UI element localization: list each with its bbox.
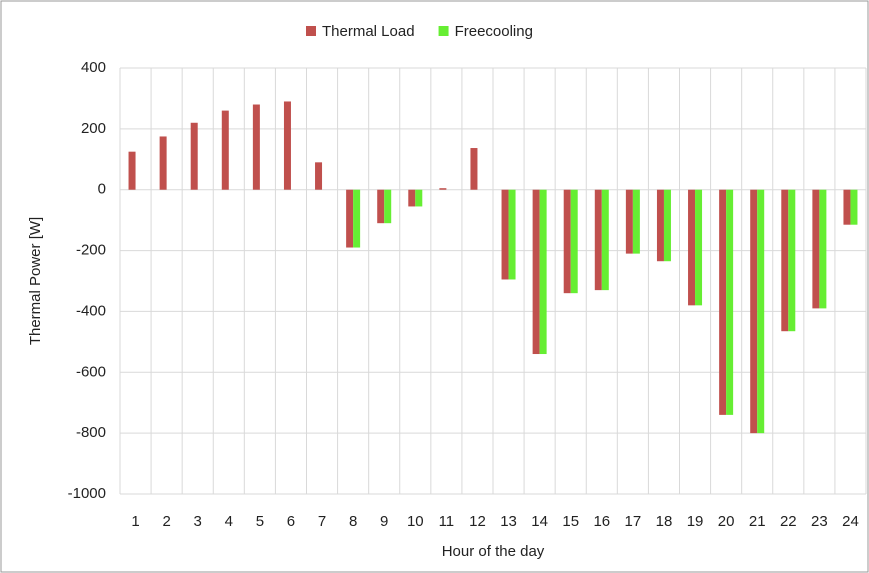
legend-label: Thermal Load: [322, 23, 415, 40]
x-tick-label: 2: [162, 513, 170, 530]
bar: [663, 189, 671, 262]
x-tick-label: 10: [407, 513, 424, 530]
bar: [719, 189, 727, 415]
bar: [315, 162, 323, 190]
y-tick-label: 200: [81, 120, 106, 137]
bar: [408, 189, 416, 207]
bar: [570, 189, 578, 294]
bar: [439, 188, 447, 190]
x-tick-label: 20: [718, 513, 735, 530]
bar: [539, 189, 547, 355]
x-tick-label: 18: [656, 513, 673, 530]
bar: [726, 189, 734, 415]
bar: [563, 189, 571, 294]
y-tick-label: -400: [76, 302, 106, 319]
bar: [384, 189, 392, 224]
bar: [346, 189, 354, 248]
legend-label: Freecooling: [455, 23, 533, 40]
bar: [283, 101, 291, 190]
x-tick-label: 7: [318, 513, 326, 530]
bar: [601, 189, 609, 291]
bar: [688, 189, 696, 306]
bar: [850, 189, 858, 225]
y-tick-label: 0: [98, 181, 106, 198]
y-tick-label: 400: [81, 59, 106, 76]
x-tick-label: 13: [500, 513, 517, 530]
x-tick-label: 9: [380, 513, 388, 530]
bar: [594, 189, 602, 291]
bar: [695, 189, 703, 306]
legend-swatch: [306, 26, 316, 36]
bar: [781, 189, 789, 332]
bar: [501, 189, 509, 280]
x-tick-label: 22: [780, 513, 797, 530]
bar: [625, 189, 633, 254]
bar: [788, 189, 796, 332]
y-tick-label: -600: [76, 363, 106, 380]
x-tick-label: 8: [349, 513, 357, 530]
x-tick-label: 1: [131, 513, 139, 530]
bar: [750, 189, 758, 434]
x-tick-label: 24: [842, 513, 859, 530]
x-tick-label: 17: [625, 513, 642, 530]
x-axis-label: Hour of the day: [442, 543, 545, 560]
bar: [819, 189, 827, 309]
bar: [221, 110, 229, 190]
x-tick-label: 23: [811, 513, 828, 530]
x-tick-label: 5: [256, 513, 264, 530]
x-tick-label: 21: [749, 513, 766, 530]
x-tick-label: 6: [287, 513, 295, 530]
bar: [353, 189, 361, 248]
bar: [252, 104, 260, 190]
x-tick-label: 14: [531, 513, 548, 530]
x-tick-label: 12: [469, 513, 486, 530]
x-tick-label: 15: [562, 513, 579, 530]
y-tick-label: -1000: [68, 485, 106, 502]
bar: [812, 189, 820, 309]
x-tick-label: 4: [225, 513, 233, 530]
y-tick-label: -800: [76, 424, 106, 441]
bar: [128, 151, 136, 190]
bar: [508, 189, 516, 280]
bar: [159, 136, 167, 190]
bar: [843, 189, 851, 225]
x-tick-label: 19: [687, 513, 704, 530]
bar: [757, 189, 765, 434]
bar: [532, 189, 540, 355]
bar: [632, 189, 640, 254]
bar: [415, 189, 423, 207]
bar: [190, 122, 198, 190]
bar: [377, 189, 385, 224]
y-tick-label: -200: [76, 242, 106, 259]
bar: [656, 189, 664, 262]
x-tick-label: 16: [593, 513, 610, 530]
bar: [470, 148, 478, 190]
x-tick-label: 11: [439, 513, 455, 530]
y-axis-label: Thermal Power [W]: [27, 217, 44, 345]
x-tick-label: 3: [194, 513, 202, 530]
legend-swatch: [438, 26, 449, 36]
